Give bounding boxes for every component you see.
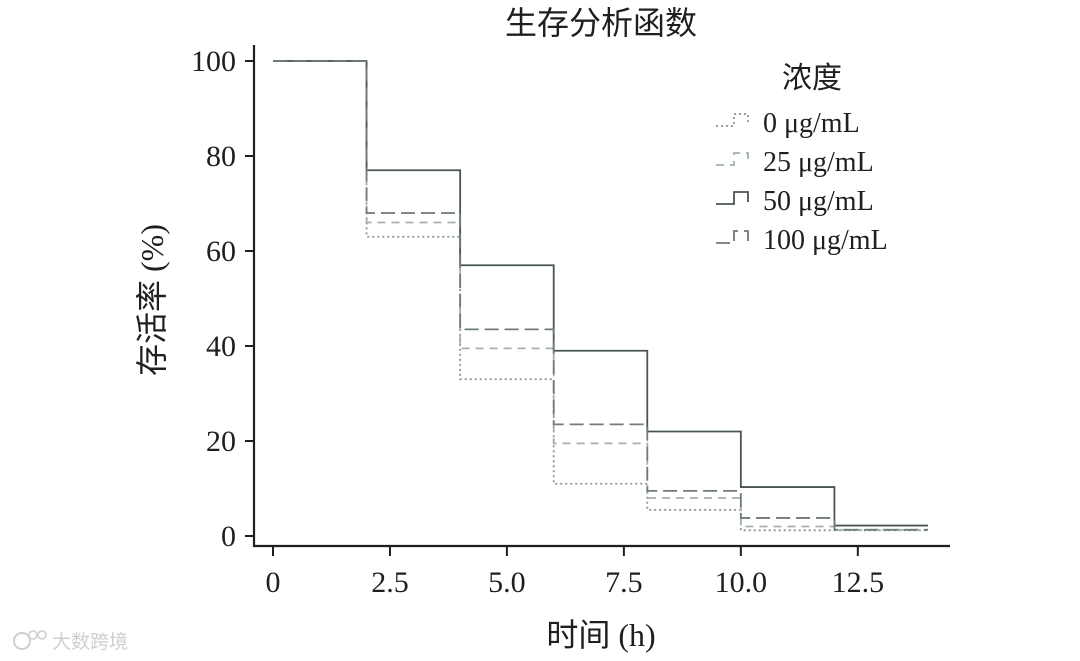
legend-step-icon [716,191,749,205]
x-axis-title: 时间 (h) [546,617,655,653]
legend-step-icon [716,113,749,127]
y-tick-label: 60 [206,235,236,268]
y-tick-label: 80 [206,140,236,173]
y-ticks: 0 20 40 60 80 100 [191,45,254,553]
series-line-3 [273,60,928,531]
legend-items: 0 μg/mL 25 μg/mL 50 μg/mL 100 μg/mL [716,108,888,256]
legend: 浓度 0 μg/mL 25 μg/mL 50 μg/mL 100 μg/mL [716,62,888,256]
legend-step-icon [716,230,749,244]
x-tick-label: 7.5 [605,566,643,599]
x-tick-label: 5.0 [488,566,526,599]
watermark: 大数跨境 [13,630,128,653]
chart-title: 生存分析函数 [505,5,697,41]
x-ticks: 0 2.5 5.0 7.5 10.0 12.5 [266,546,885,599]
x-tick-label: 10.0 [715,566,768,599]
axes [252,45,950,548]
legend-label: 50 μg/mL [763,186,874,217]
weibo-logo-icon [13,630,47,650]
x-tick-label: 0 [266,566,281,599]
watermark-text: 大数跨境 [52,631,128,653]
legend-label: 0 μg/mL [763,108,860,139]
legend-label: 25 μg/mL [763,147,874,178]
y-axis-title: 存活率 (%) [134,224,170,376]
y-tick-label: 0 [221,520,236,553]
y-tick-label: 40 [206,330,236,363]
series-line-2 [273,60,928,527]
series-lines [273,60,928,532]
y-tick-label: 100 [191,45,236,78]
legend-label: 100 μg/mL [763,225,888,256]
series-line-1 [273,60,928,531]
y-tick-label: 20 [206,425,236,458]
x-tick-label: 12.5 [832,566,885,599]
legend-title: 浓度 [782,62,842,95]
legend-step-icon [716,152,749,166]
x-tick-label: 2.5 [371,566,409,599]
